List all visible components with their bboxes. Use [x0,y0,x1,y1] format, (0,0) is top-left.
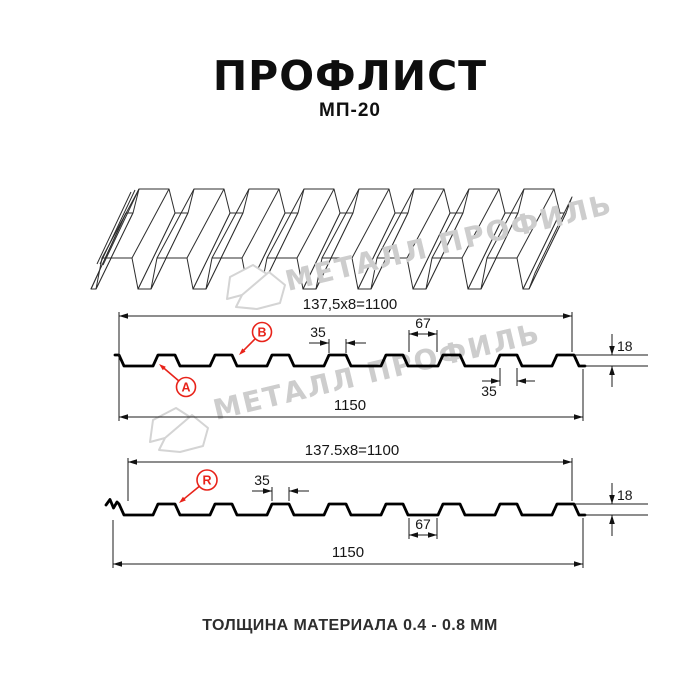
dim-label-width-bottom: 1150 [332,544,364,561]
dim-arrowhead [409,331,418,337]
callout-arrow-line [242,338,256,352]
metall-profil-logo [149,407,209,453]
sheet-cut-edge [99,189,136,265]
dim-label-35-top: 35 [310,324,326,340]
dim-arrowhead [574,414,583,420]
dim-arrowhead [320,340,329,346]
dim-label-18-top: 18 [617,338,633,354]
callout-r-text: R [202,473,211,487]
dim-base-67-top: 67 [408,315,438,352]
callout-r-circle [196,469,218,491]
callout-b: B [239,321,273,355]
rib-crest-edge [406,188,445,259]
dim-arrowhead [179,496,186,503]
profile-outline-bottom [104,498,587,517]
callout-arrow-line [163,367,180,382]
callout-arrow-line [183,485,200,500]
profile-model-subtitle: МП-20 [319,100,381,121]
rib-crest-edge [131,188,170,259]
dim-arrowhead [609,366,615,375]
rib-crest-edge [351,188,390,259]
callout-a-circle [175,376,197,398]
dim-arrowhead [346,340,355,346]
sheet-cut-edge [96,191,132,265]
dim-arrowhead [609,346,615,355]
dim-arrowhead [159,364,166,371]
dim-height-top: 18 [574,334,648,387]
dim-width-bottom: 1150 [112,518,584,568]
callout-b-circle [251,321,273,343]
dim-label-35-bottom: 35 [481,383,497,399]
dim-label-pitch-bottom: 137.5x8=1100 [305,442,399,459]
rib-crest-edge [461,188,500,259]
dim-label-18-bottom: 18 [617,487,633,503]
dim-arrowhead [574,561,583,567]
page-title: ПРОФЛИСТ [212,52,488,100]
rib-crest-edge [516,188,555,259]
callout-a-text: A [181,380,190,394]
dim-label-width-top: 1150 [334,397,366,414]
dim-label-35-bottom-section: 35 [254,472,270,488]
rib-crest-edge [266,188,305,259]
sheet-cut-edge [90,212,127,290]
dim-arrowhead [263,488,272,494]
profile-3d-view [90,188,573,290]
rib-crest-edge [321,188,360,259]
dim-arrowhead [563,313,572,319]
dim-arrowhead [113,561,122,567]
dim-arrowhead [491,378,500,384]
dim-arrowhead [409,532,418,538]
dim-label-67-bottom: 67 [415,516,431,532]
rib-crest-edge [296,188,335,259]
dim-pitch-top: 137,5x8=1100 [118,296,573,421]
rib-crest-edge [156,188,195,259]
dim-arrowhead [128,459,137,465]
sheet-cut-end-face [528,196,573,290]
callout-b-text: B [257,325,266,339]
logo-shape [235,271,286,310]
thickness-note: ТОЛЩИНА МАТЕРИАЛА 0.4 - 0.8 ММ [202,617,498,634]
rib-crest-edge [211,188,250,259]
callout-r: R [179,469,218,503]
dim-arrowhead [609,515,615,524]
profile-outline-top [113,353,587,368]
dim-valley-67: 67 [408,516,438,539]
dim-arrowhead [428,532,437,538]
dim-arrowhead [119,414,128,420]
dim-arrowhead [289,488,298,494]
cross-section-top: 137,5x8=1100 1150 35 67 35 18 A B [113,296,648,421]
dim-width-top: 1150 [119,369,584,421]
dim-arrowhead [428,331,437,337]
dim-crest-35-bottom-section: 35 [252,472,309,501]
dim-arrowhead [119,313,128,319]
dim-arrowhead [239,348,246,355]
dim-crest-top-35: 35 [309,324,366,353]
sheet-cut-edge [102,188,140,266]
callout-a: A [159,364,197,398]
dim-arrowhead [563,459,572,465]
cross-section-bottom: 137.5x8=1100 1150 35 67 18 R [104,442,648,568]
logo-shape [158,414,209,453]
rib-crest-edge [431,188,470,259]
dim-arrowhead [517,378,526,384]
rib-crest-edge [186,188,225,259]
dim-pitch-bottom: 137.5x8=1100 [127,442,573,501]
rib-crest-edge [376,188,415,259]
rib-crest-edge [241,188,280,259]
dim-crest-bottom-35: 35 [481,368,535,399]
dim-arrowhead [609,495,615,504]
dim-height-bottom: 18 [574,483,648,536]
dim-label-67-top: 67 [415,315,431,331]
dim-label-pitch-top: 137,5x8=1100 [303,296,397,313]
rib-crest-edge [486,188,525,259]
metall-profil-logo [226,264,286,310]
